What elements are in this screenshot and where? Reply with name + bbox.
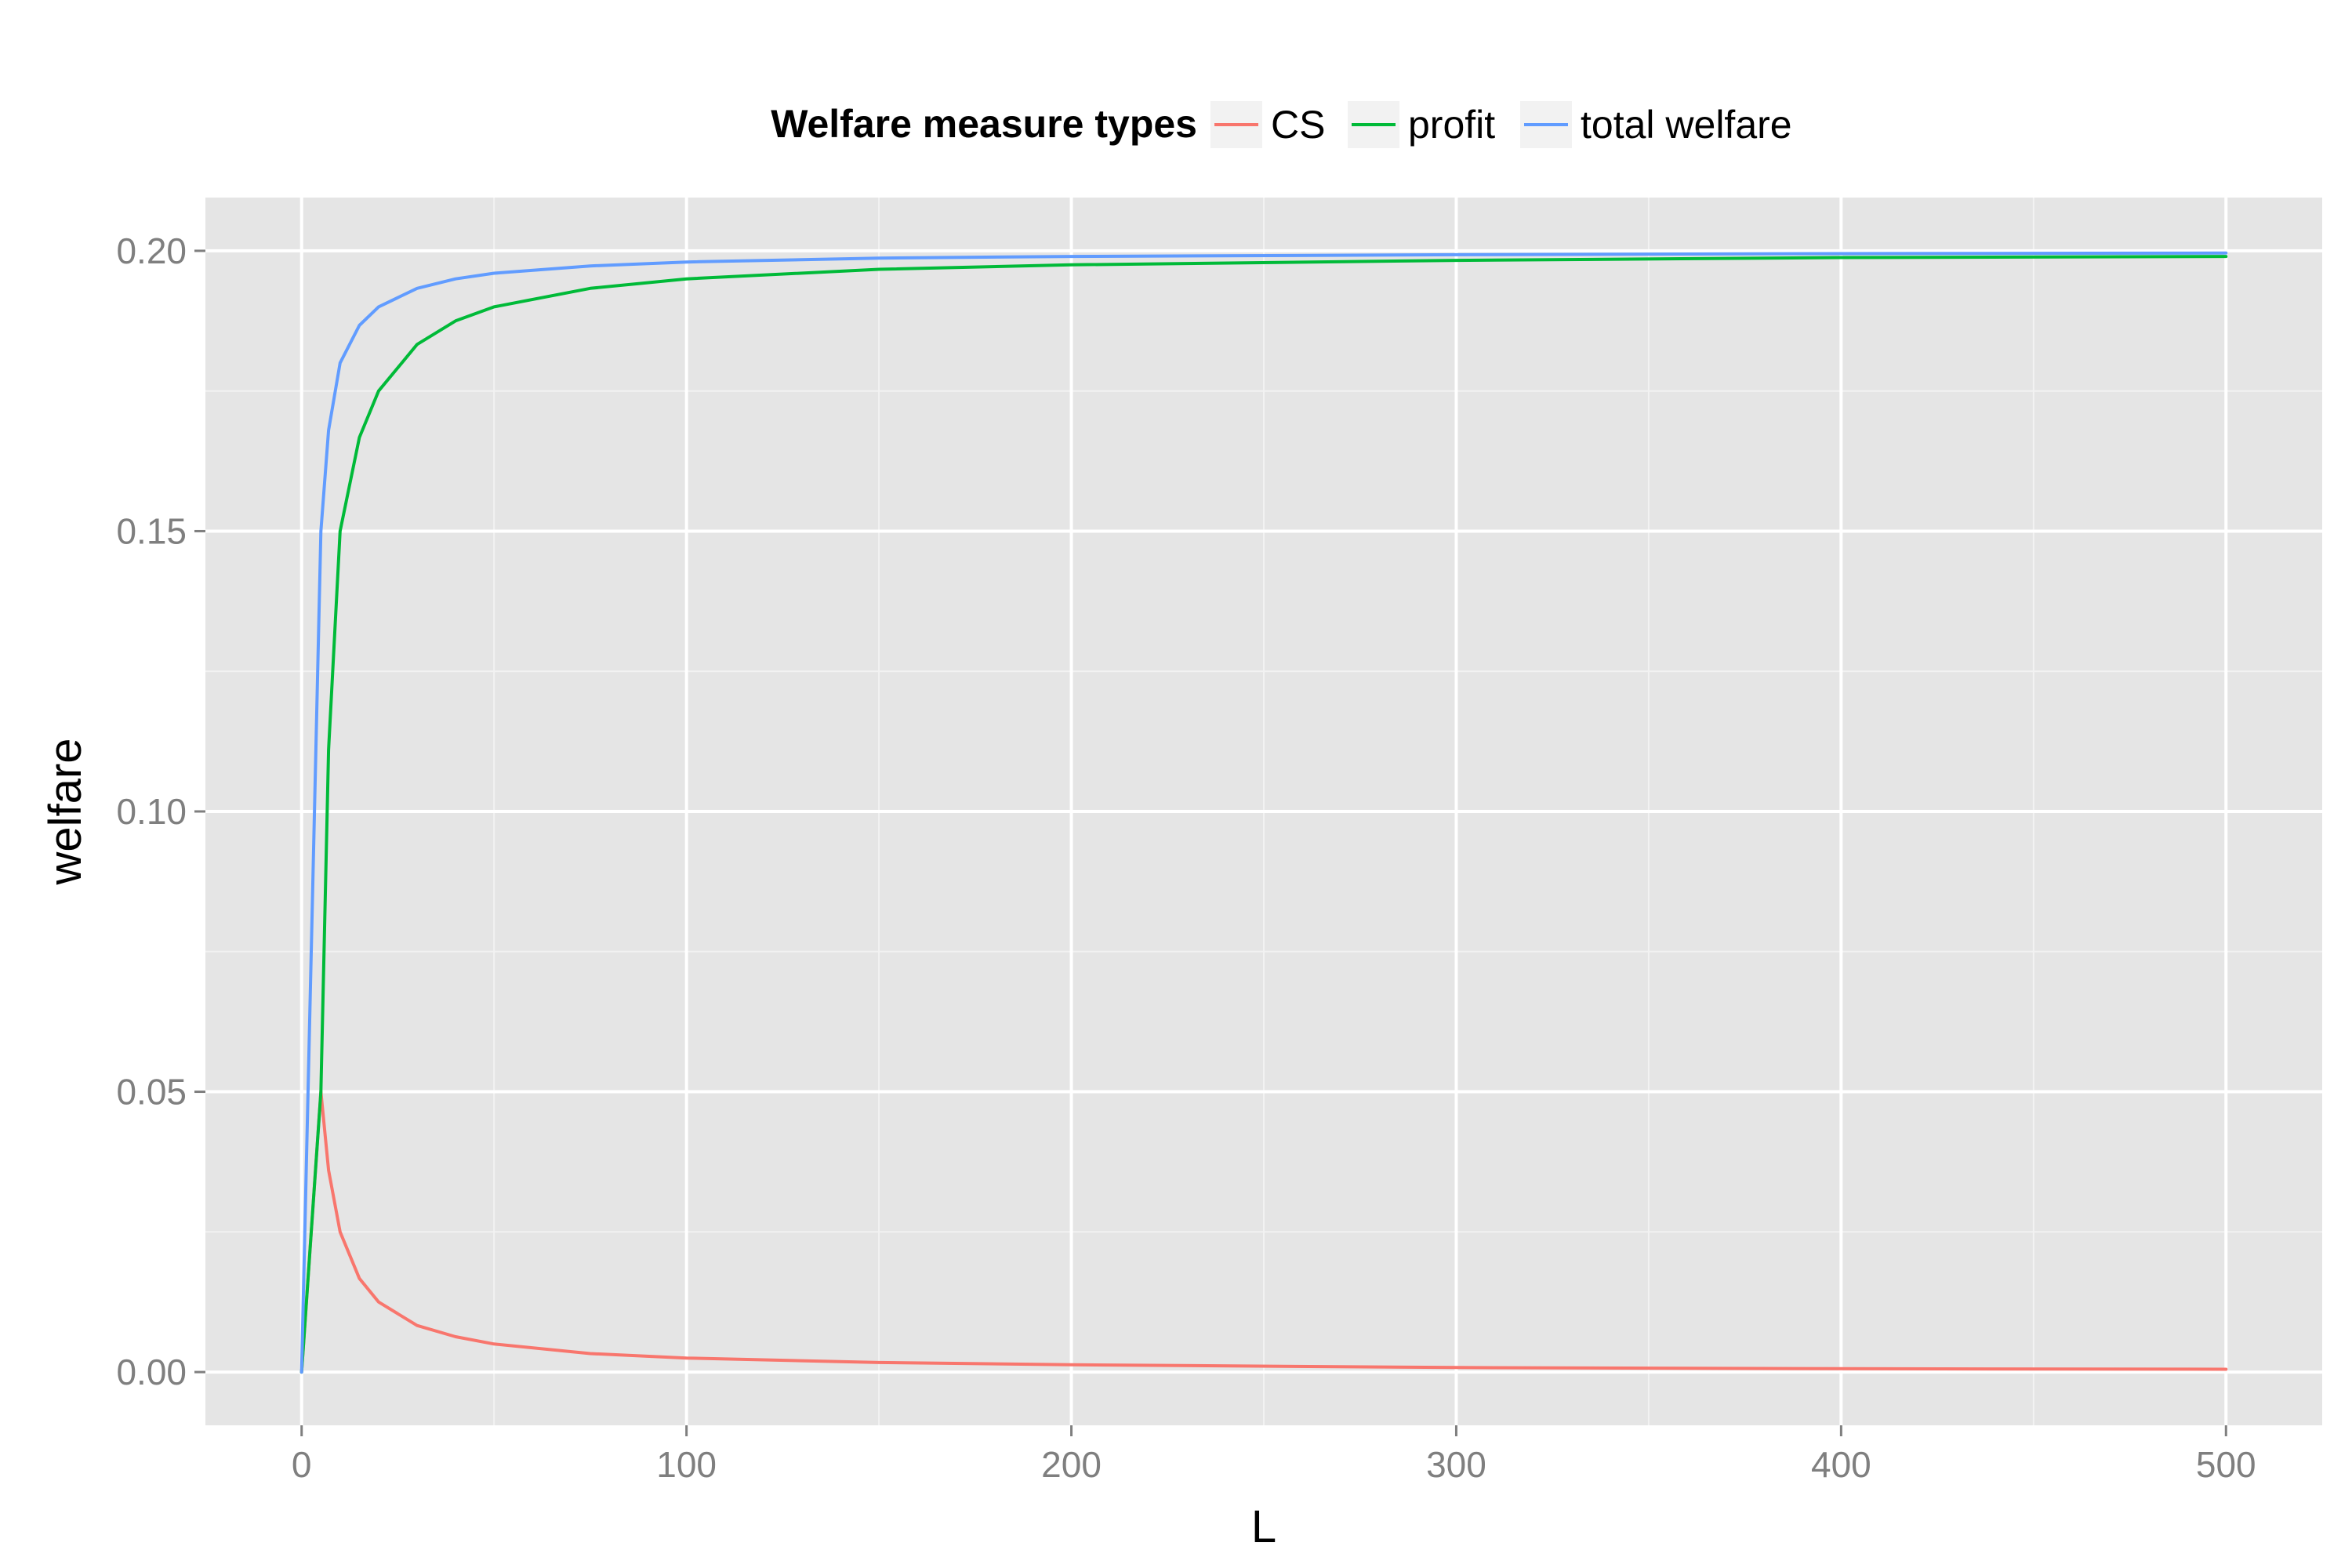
- major-gridlines: [205, 198, 2322, 1425]
- y-axis-ticks: 0.00 0.05 0.10 0.15 0.20: [116, 230, 205, 1392]
- x-tick-label: 500: [2196, 1444, 2256, 1485]
- y-axis-title: welfare: [40, 739, 91, 886]
- x-tick-label: 100: [656, 1444, 717, 1485]
- legend-label: CS: [1271, 103, 1325, 147]
- y-tick-label: 0.20: [116, 230, 187, 271]
- series-lines: [299, 251, 2228, 1374]
- y-tick-label: 0.00: [116, 1352, 187, 1392]
- x-axis-title: L: [1251, 1501, 1276, 1552]
- y-tick-label: 0.15: [116, 510, 187, 551]
- y-tick-label: 0.10: [116, 791, 187, 832]
- x-tick-label: 300: [1426, 1444, 1486, 1485]
- series-line-total-welfare: [299, 251, 2228, 1374]
- series-line-cs: [299, 1090, 2228, 1374]
- y-tick-label: 0.05: [116, 1072, 187, 1112]
- legend-label: total welfare: [1581, 103, 1792, 147]
- x-tick-label: 200: [1041, 1444, 1102, 1485]
- x-tick-label: 0: [292, 1444, 312, 1485]
- legend-label: profit: [1408, 103, 1495, 147]
- series-line-profit: [299, 255, 2228, 1374]
- legend-title: Welfare measure types: [771, 102, 1197, 146]
- x-axis-ticks: 0 100 200 300 400 500: [292, 1425, 2256, 1485]
- legend: Welfare measure types CS profit total welf…: [771, 100, 1792, 150]
- x-tick-label: 400: [1811, 1444, 1871, 1485]
